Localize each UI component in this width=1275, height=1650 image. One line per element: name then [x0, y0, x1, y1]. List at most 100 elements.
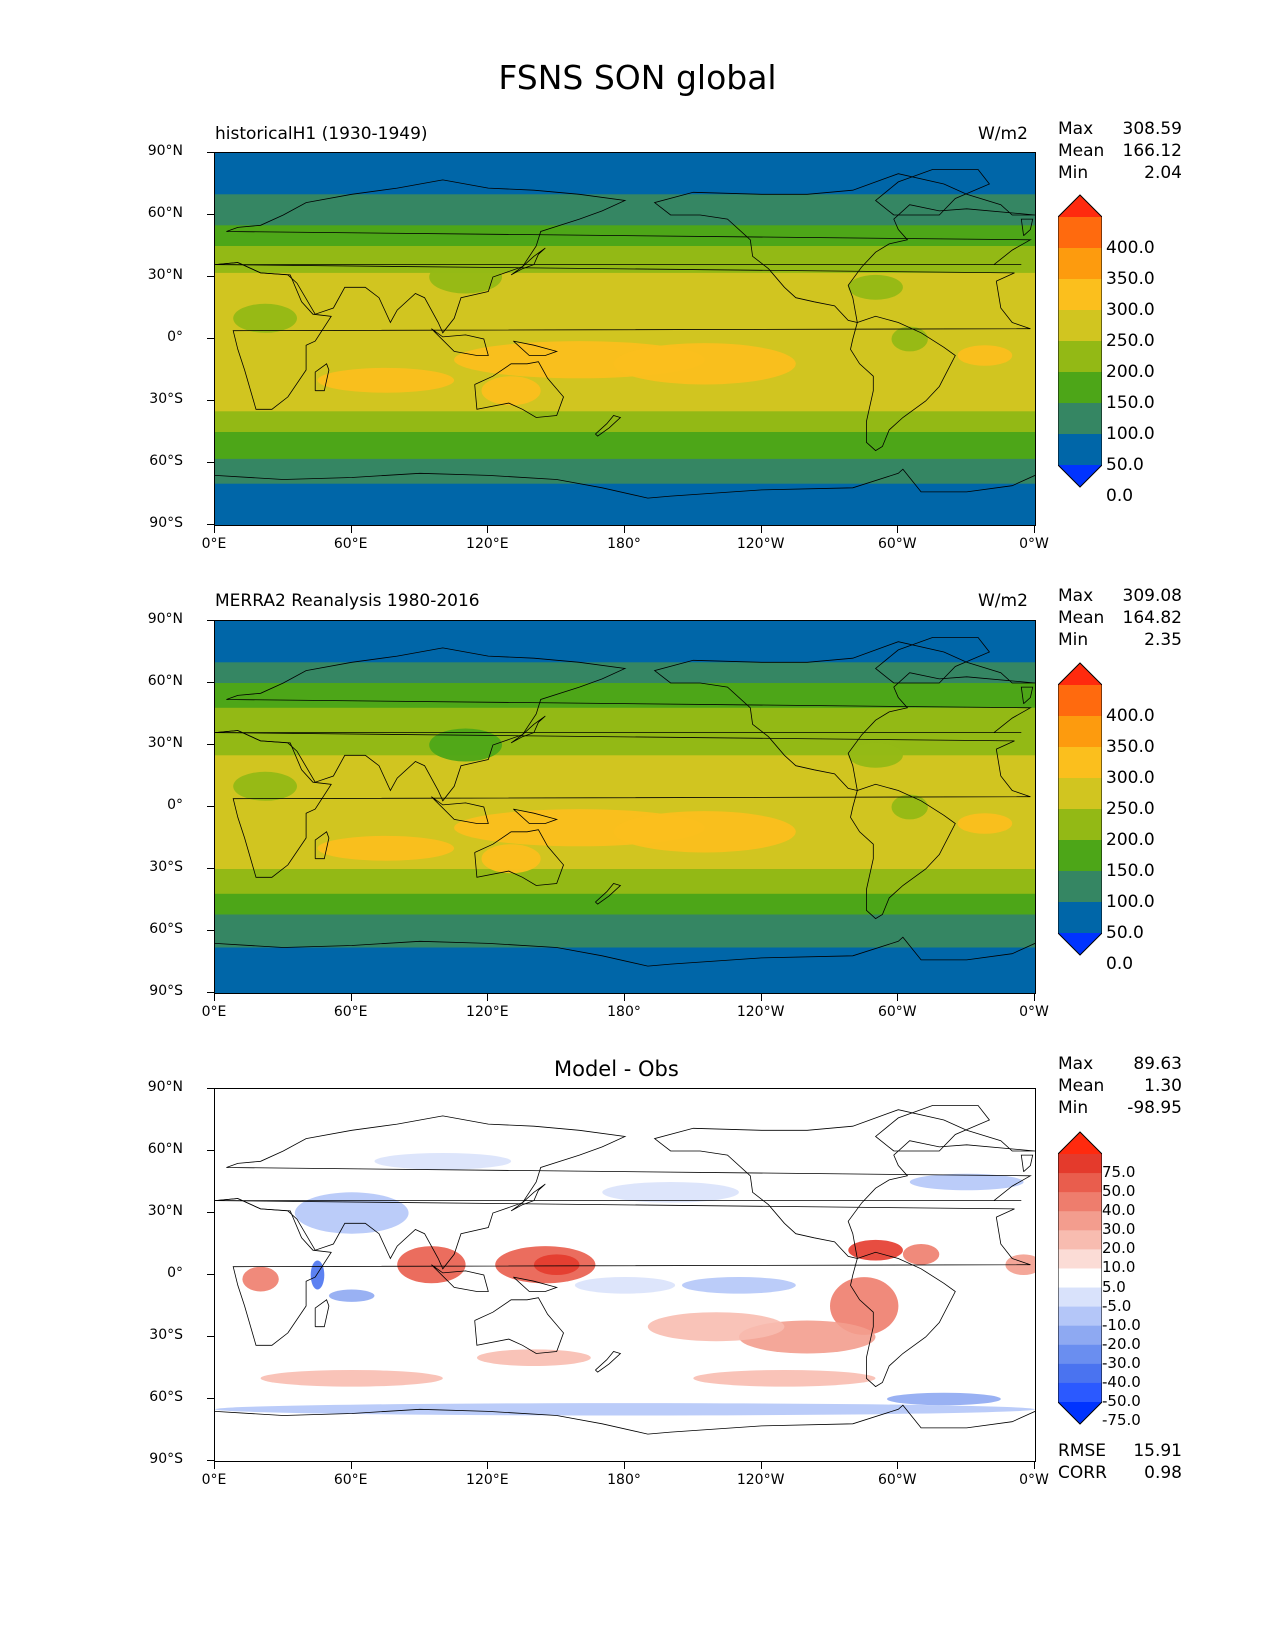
y-tick-mark: [207, 1336, 214, 1337]
coastline: [215, 179, 1032, 334]
x-tick-label: 0°E: [201, 1004, 227, 1020]
contour-blob: [233, 303, 297, 333]
colorbar: [1058, 194, 1102, 488]
colorbar-tick-label: -20.0: [1102, 1334, 1141, 1353]
coastline: [850, 1251, 956, 1388]
colorbar-outline: [1058, 1131, 1102, 1425]
x-tick-mark: [487, 994, 489, 1001]
coastline: [513, 808, 559, 824]
y-tick-mark: [207, 1460, 214, 1461]
x-tick-label: 180°: [607, 1472, 641, 1488]
x-tick-mark: [214, 994, 215, 1001]
colorbar-segment: [1058, 685, 1102, 717]
y-tick-label: 30°S: [149, 1327, 183, 1343]
coastline: [314, 831, 330, 860]
stat-mean: 166.12: [1122, 141, 1182, 161]
contour-band: [215, 432, 1035, 460]
coastline: [1020, 1154, 1034, 1172]
contour-band: [215, 662, 1035, 684]
rmse-value: 15.91: [1133, 1441, 1182, 1461]
colorbar-tick-label: -40.0: [1102, 1372, 1141, 1391]
stat-mean-label: Mean: [1058, 608, 1105, 628]
panel-title: historicalH1 (1930-1949): [215, 124, 428, 144]
contour-band: [215, 411, 1035, 433]
land-fills: [233, 728, 1013, 874]
y-tick-label: 60°S: [149, 921, 183, 937]
contour-blob: [957, 345, 1013, 366]
x-tick-label: 60°W: [877, 1004, 917, 1020]
y-tick-label: 0°: [167, 329, 183, 345]
contour-blob: [613, 811, 796, 853]
x-tick-mark: [624, 1462, 625, 1469]
diff-blob: [830, 1277, 899, 1335]
diff-contours: [215, 1153, 1035, 1416]
stat-max-label: Max: [1058, 586, 1094, 606]
x-tick-mark: [350, 526, 352, 533]
diff-blob: [647, 1312, 785, 1342]
coastline: [314, 363, 330, 392]
colorbar-segment: [1058, 341, 1102, 373]
rmse-label: RMSE: [1058, 1441, 1107, 1461]
stats-block: Max 89.63 Mean 1.30 Min -98.95: [1058, 1053, 1182, 1119]
colorbar: [1058, 1131, 1102, 1425]
contour-blob: [317, 835, 455, 861]
x-tick-label: 60°E: [333, 1004, 368, 1020]
y-tick-mark: [207, 1274, 214, 1275]
colorbar-segment: [1058, 840, 1102, 872]
colorbar-segment: [1058, 902, 1102, 934]
coastline: [474, 361, 564, 418]
colorbar-tick-label: 40.0: [1102, 1201, 1136, 1220]
x-tick-label: 180°: [607, 1004, 641, 1020]
y-tick-mark: [207, 462, 214, 463]
colorbar-min-extend: [1058, 1402, 1102, 1424]
x-tick-label: 60°E: [333, 536, 368, 552]
x-tick-label: 120°W: [736, 1004, 785, 1020]
x-tick-mark: [624, 994, 625, 1001]
y-tick-mark: [207, 214, 214, 215]
colorbar-segment: [1058, 1363, 1102, 1384]
x-tick-label: 0°W: [1019, 1472, 1049, 1488]
diff-blob: [242, 1266, 279, 1292]
diff-blob: [310, 1260, 325, 1290]
corr-value: 0.98: [1144, 1463, 1182, 1483]
coastline: [1020, 686, 1034, 704]
coastline: [215, 1404, 1035, 1435]
colorbar-segment: [1058, 403, 1102, 435]
x-tick-mark: [487, 526, 489, 533]
colorbar-tick-label: 100.0: [1106, 424, 1155, 444]
coastline: [215, 468, 1035, 499]
colorbar-segment: [1058, 1287, 1102, 1308]
contour-blob: [429, 260, 502, 294]
diff-blob: [602, 1182, 739, 1203]
colorbar-tick-label: 75.0: [1102, 1163, 1136, 1182]
diff-metrics: RMSE 15.91 CORR 0.98: [1058, 1440, 1182, 1484]
stat-min: 2.04: [1144, 163, 1182, 183]
colorbar-segment: [1058, 716, 1102, 748]
x-tick-mark: [350, 1462, 352, 1469]
colorbar-tick-label: 10.0: [1102, 1258, 1136, 1277]
coastline: [595, 415, 622, 437]
colorbar-tick-label: 30.0: [1102, 1220, 1136, 1239]
y-tick-mark: [207, 806, 214, 807]
diff-blob: [902, 1244, 940, 1265]
diff-blob: [848, 1239, 903, 1261]
diff-blob: [574, 1277, 676, 1294]
y-tick-label: 0°: [167, 797, 183, 813]
map-frame: [214, 1088, 1036, 1462]
x-tick-label: 0°E: [201, 1472, 227, 1488]
y-tick-mark: [207, 682, 214, 683]
colorbar-segment: [1058, 1268, 1102, 1289]
y-tick-label: 60°N: [147, 1141, 183, 1157]
stat-min: -98.95: [1127, 1098, 1182, 1118]
contour-blob: [848, 274, 903, 300]
coastline: [874, 169, 991, 216]
stat-min-label: Min: [1058, 1098, 1089, 1118]
colorbar-tick-label: -10.0: [1102, 1315, 1141, 1334]
y-tick-mark: [207, 524, 214, 525]
x-tick-label: 60°E: [333, 1472, 368, 1488]
y-tick-mark: [207, 1212, 214, 1213]
y-tick-mark: [207, 1398, 214, 1399]
colorbar-segment: [1058, 1154, 1102, 1174]
y-tick-label: 90°N: [147, 611, 183, 627]
colorbar-tick-label: 150.0: [1106, 393, 1155, 413]
